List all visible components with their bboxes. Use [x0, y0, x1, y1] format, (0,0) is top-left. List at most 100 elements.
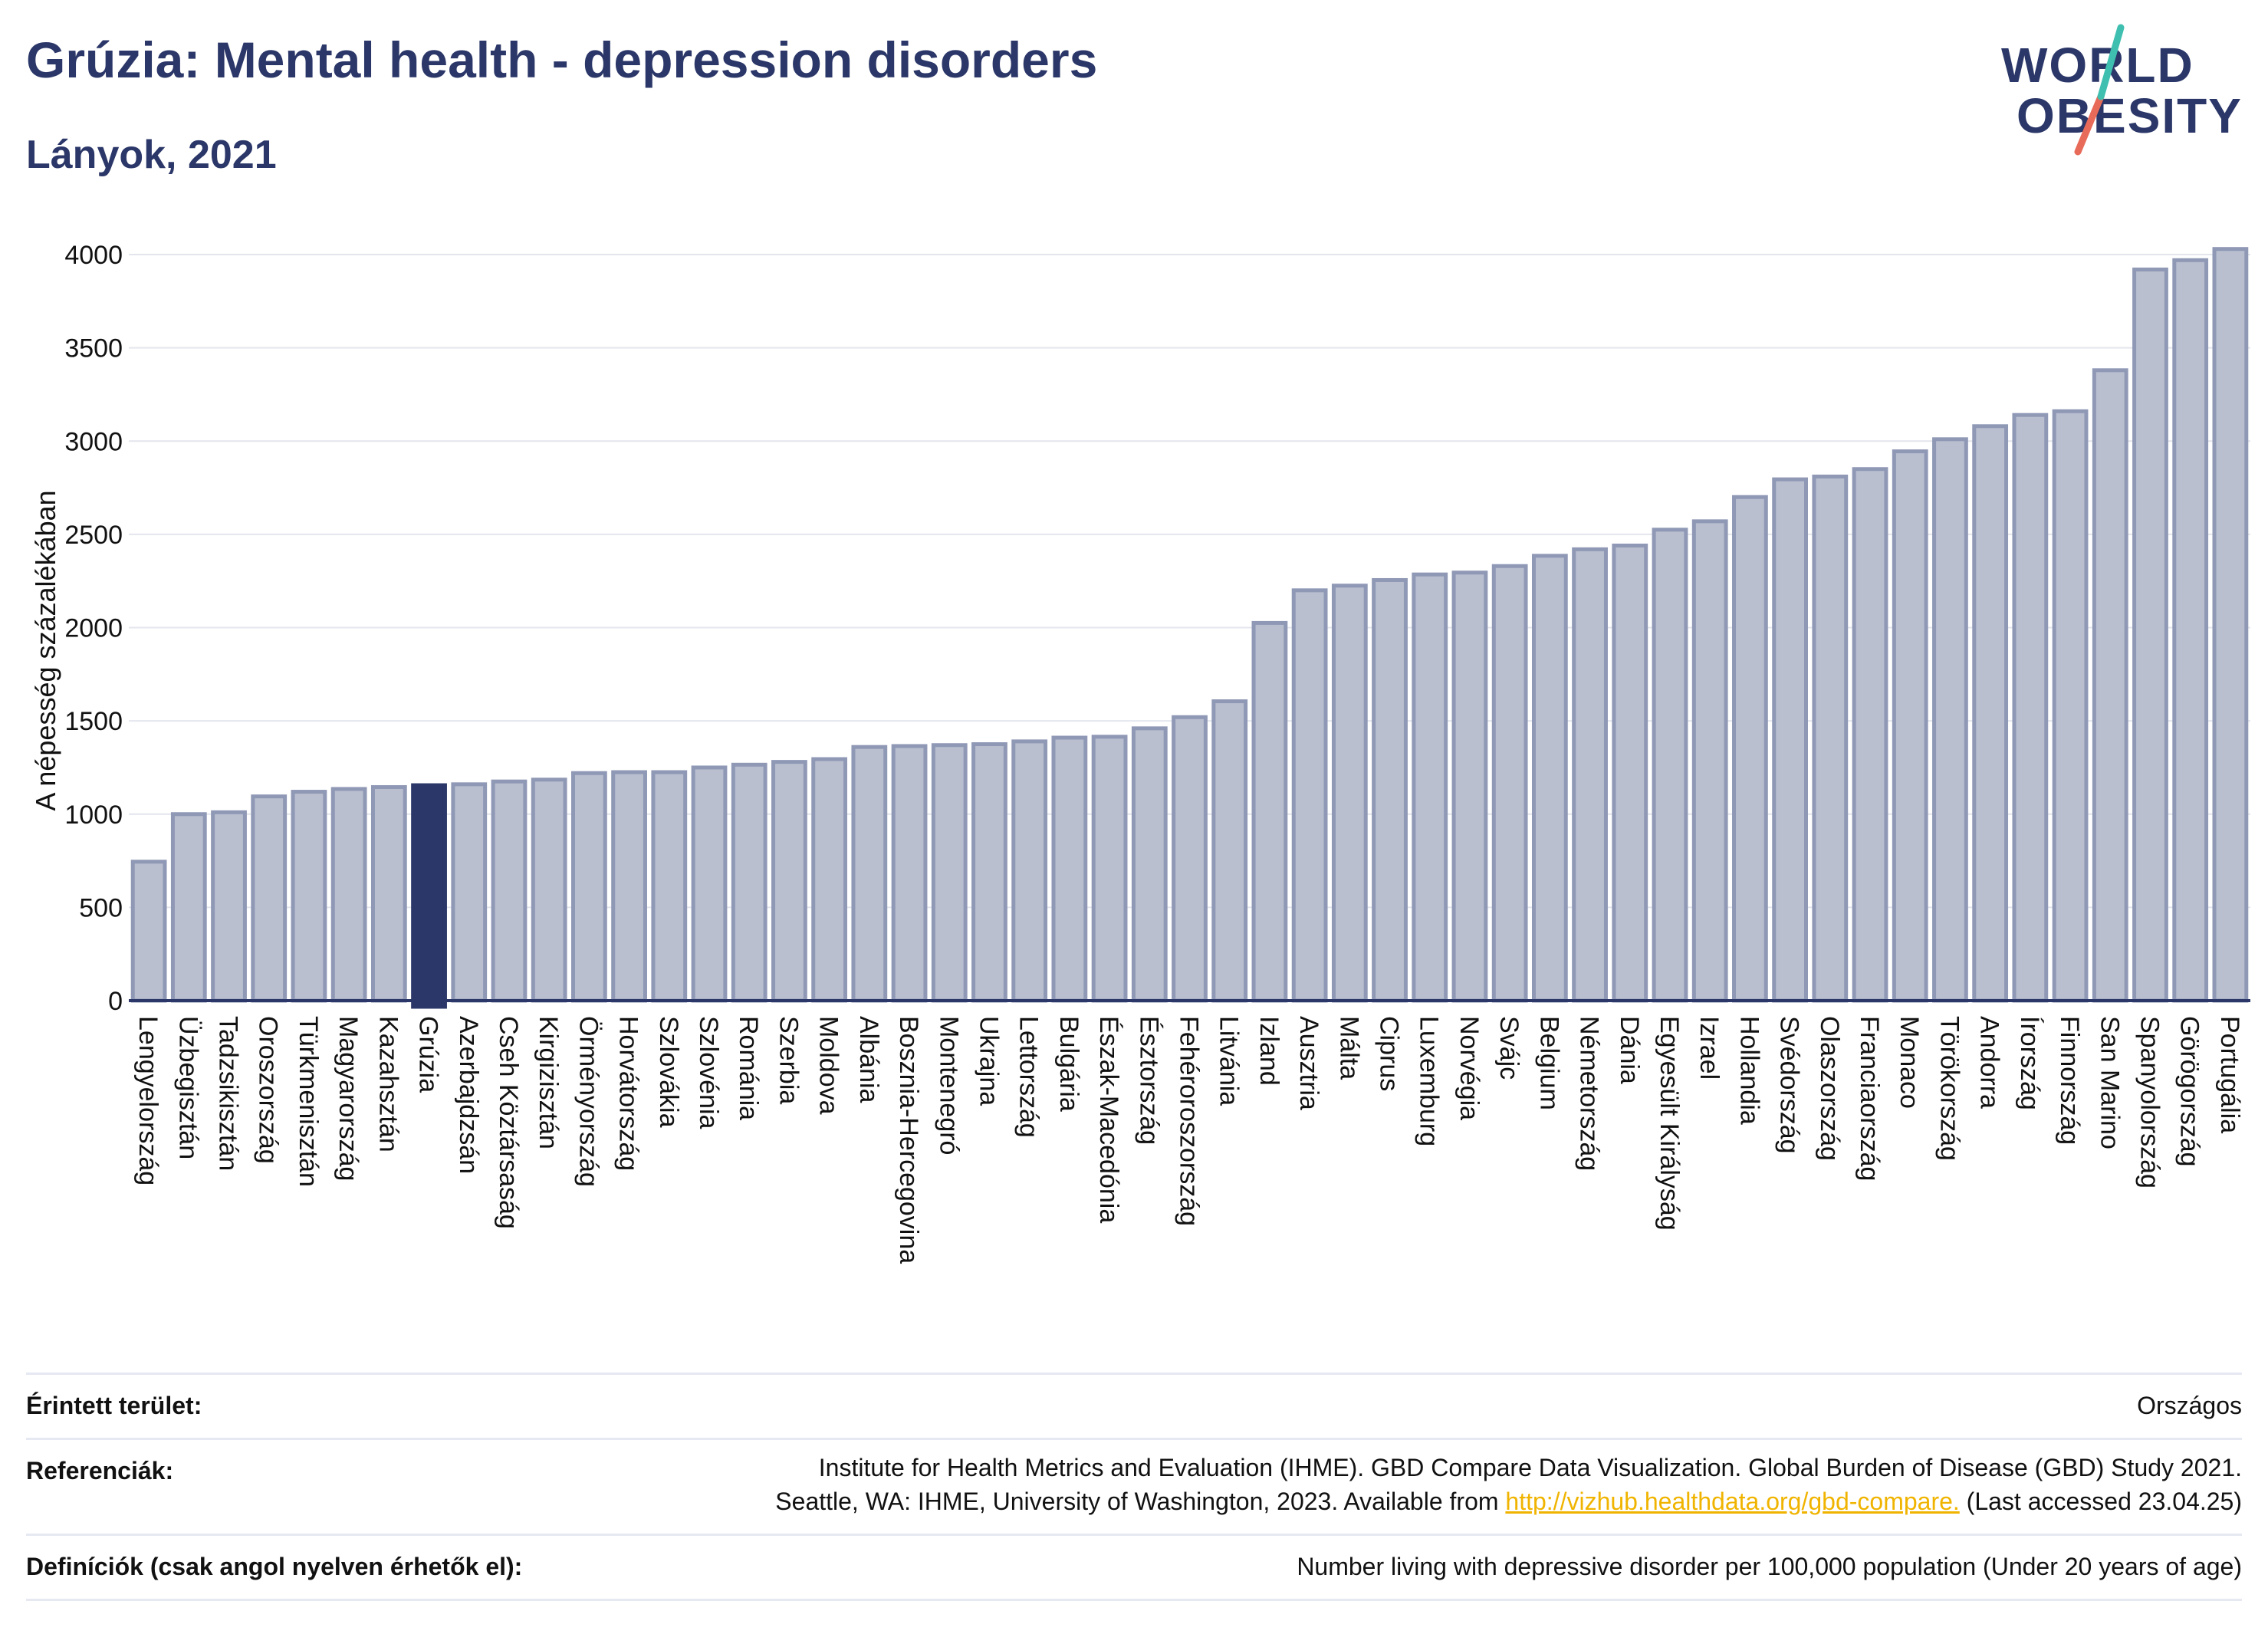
- x-tick-label: Azerbajdzsán: [454, 1016, 483, 1174]
- bar: [1491, 564, 1528, 1003]
- definitions-value: Number living with depressive disorder p…: [1297, 1553, 2242, 1580]
- y-tick-label: 2500: [64, 521, 123, 550]
- logo-slash-icon: [2074, 24, 2125, 156]
- x-tick-label: Szlovénia: [694, 1016, 723, 1129]
- x-tick-label: Cseh Köztársaság: [494, 1016, 523, 1229]
- x-tick-label: Ciprus: [1375, 1016, 1404, 1091]
- bar: [170, 812, 207, 1003]
- y-tick-label: 0: [108, 987, 123, 1016]
- references-accessed: (Last accessed 23.04.25): [1959, 1488, 2242, 1515]
- bar: [2052, 409, 2089, 1003]
- x-tick-label: Izland: [1254, 1016, 1284, 1086]
- x-tick-label: Örményország: [574, 1016, 603, 1187]
- x-tick-label: Andorra: [1975, 1016, 2004, 1109]
- area-label: Érintett terület:: [26, 1392, 202, 1419]
- bar: [1812, 474, 1849, 1003]
- x-tick-label: Ukrajna: [974, 1016, 1003, 1106]
- y-tick-label: 3000: [64, 427, 123, 456]
- bar: [1972, 424, 2009, 1003]
- y-tick-label: 2000: [64, 614, 123, 643]
- bar: [1572, 547, 1608, 1003]
- bar: [811, 757, 848, 1003]
- bar: [2132, 267, 2168, 1003]
- bar: [1732, 495, 1768, 1003]
- references-link[interactable]: http://vizhub.healthdata.org/gbd-compare…: [1505, 1488, 1960, 1515]
- x-tick-label: Franciaország: [1855, 1016, 1884, 1181]
- references-value: Institute for Health Metrics and Evaluat…: [775, 1451, 2242, 1518]
- world-obesity-logo: WORLD OBESITY: [2001, 23, 2254, 161]
- bar: [2092, 368, 2128, 1003]
- x-tick-label: Németország: [1575, 1016, 1604, 1171]
- x-tick-label: Magyarország: [334, 1016, 363, 1181]
- bar: [1652, 528, 1688, 1003]
- x-tick-label: Oroszország: [254, 1016, 283, 1164]
- bar: [1932, 437, 1968, 1003]
- bar: [1131, 726, 1168, 1003]
- chart-subtitle: Lányok, 2021: [26, 133, 277, 177]
- bar: [731, 762, 768, 1003]
- x-tick-label: Portugália: [2215, 1016, 2244, 1133]
- x-tick-label: Románia: [734, 1016, 763, 1120]
- x-tick-label: San Marino: [2095, 1016, 2124, 1149]
- x-tick-label: Szlovákia: [654, 1016, 683, 1128]
- x-tick-label: Törökország: [1934, 1016, 1964, 1161]
- x-tick-label: Egyesült Királyság: [1655, 1016, 1684, 1231]
- footer-row-references: Referenciák: Institute for Health Metric…: [26, 1438, 2242, 1534]
- chart-title: Grúzia: Mental health - depression disor…: [26, 31, 1098, 88]
- x-tick-label: Moldova: [814, 1016, 843, 1115]
- x-tick-label: Svájc: [1494, 1016, 1524, 1080]
- y-tick-label: 3500: [64, 334, 123, 363]
- bar: [931, 743, 968, 1003]
- x-tick-label: Fehéroroszország: [1175, 1016, 1204, 1226]
- logo-word-world: WORLD: [2001, 38, 2194, 93]
- bar: [1172, 715, 1208, 1003]
- references-line-2-text: Seattle, WA: IHME, University of Washing…: [775, 1488, 1506, 1515]
- bar: [1612, 543, 1648, 1003]
- bar: [491, 779, 528, 1003]
- bar: [971, 742, 1007, 1003]
- bar: [451, 782, 488, 1003]
- x-tick-label: Bulgária: [1054, 1016, 1083, 1112]
- bar-highlighted: [411, 783, 447, 1009]
- x-tick-label: Albánia: [854, 1016, 883, 1103]
- bar: [130, 860, 167, 1003]
- definitions-label: Definíciók (csak angol nyelven érhetők e…: [26, 1553, 523, 1580]
- x-tick-label: Kirgizisztán: [534, 1016, 563, 1149]
- bar: [251, 794, 288, 1003]
- bar: [571, 771, 607, 1003]
- x-tick-label: Litvánia: [1215, 1016, 1244, 1106]
- references-line-1: Institute for Health Metrics and Evaluat…: [818, 1454, 2242, 1481]
- bars: [130, 247, 2249, 1009]
- bar: [851, 745, 888, 1003]
- x-tick-label: Finnország: [2055, 1016, 2084, 1145]
- y-tick-label: 1000: [64, 801, 123, 830]
- footer-row-area: Érintett terület: Országos: [26, 1373, 2242, 1438]
- bar: [1892, 449, 1928, 1003]
- y-axis-ticks: 0 500 1000 1500 2000 2500 3000 3500 4000: [64, 241, 123, 1016]
- bar: [1772, 477, 1808, 1003]
- bar: [1412, 572, 1448, 1003]
- x-tick-label: Észak-Macedónia: [1094, 1016, 1123, 1223]
- x-tick-label: Svédország: [1775, 1016, 1804, 1154]
- bar: [1691, 519, 1728, 1003]
- x-tick-label: Grúzia: [414, 1016, 443, 1093]
- bar: [1331, 584, 1368, 1003]
- bar: [611, 770, 647, 1003]
- x-tick-label: Türkmenisztán: [294, 1016, 323, 1187]
- x-tick-label: Horvátország: [614, 1016, 643, 1171]
- x-tick-label: Írország: [2015, 1016, 2044, 1110]
- x-axis-ticks: Lengyelország Üzbegisztán Tadzsikisztán Oro…: [133, 1016, 2244, 1264]
- x-tick-label: Ausztria: [1294, 1016, 1323, 1110]
- bar: [2172, 258, 2209, 1003]
- x-tick-label: Kazahsztán: [373, 1016, 403, 1152]
- x-tick-label: Görögország: [2175, 1016, 2204, 1167]
- bar: [1051, 735, 1088, 1003]
- bar: [330, 787, 367, 1003]
- area-value: Országos: [2137, 1392, 2242, 1419]
- bar: [2012, 413, 2049, 1003]
- x-tick-label: Izrael: [1694, 1016, 1724, 1080]
- bar: [651, 770, 688, 1003]
- logo-word-obesity: OBESITY: [2017, 88, 2243, 143]
- bar: [1372, 577, 1408, 1003]
- bar: [531, 778, 567, 1003]
